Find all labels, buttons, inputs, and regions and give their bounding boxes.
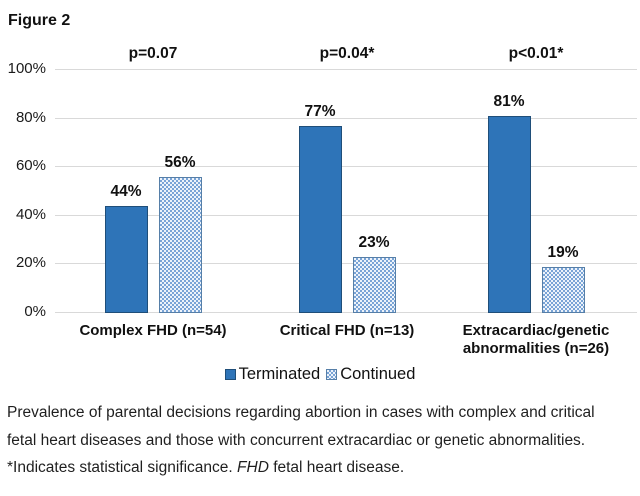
gridline-40 — [55, 214, 637, 216]
gridline-100 — [55, 69, 637, 70]
bar-continued-1 — [158, 176, 202, 313]
bar-value-label: 19% — [547, 243, 579, 261]
bar-continued-3 — [541, 266, 585, 313]
bar-terminated-2 — [298, 125, 342, 313]
bar-value-label: 44% — [110, 183, 142, 201]
bar-value-label: 56% — [164, 153, 196, 171]
legend-item-continued: Continued — [326, 365, 415, 384]
bar-terminated-3 — [487, 116, 531, 313]
caption-line-1: Prevalence of parental decisions regardi… — [7, 404, 595, 421]
gridline-60 — [55, 166, 637, 168]
x-category-label-3: Extracardiac/genetic abnormalities (n=26… — [462, 322, 610, 357]
caption-line-3: *Indicates statistical significance. FHD… — [7, 459, 405, 476]
bar-continued-2 — [352, 257, 396, 313]
gridline-20 — [55, 263, 637, 265]
continued-swatch-icon — [326, 369, 338, 380]
p-value-label-2: p=0.04* — [319, 45, 375, 62]
y-tick-label: 60% — [15, 157, 46, 175]
p-value-label-3: p<0.01* — [508, 45, 564, 62]
caption-line-2: fetal heart diseases and those with conc… — [7, 431, 586, 449]
bar-value-label: 81% — [493, 93, 525, 111]
y-tick-label: 20% — [15, 254, 46, 272]
bar-value-label: 77% — [304, 102, 336, 120]
legend-label-terminated: Terminated — [238, 365, 321, 383]
terminated-swatch-icon — [224, 369, 236, 380]
y-tick-label: 80% — [15, 108, 46, 126]
bar-chart: 0% 20% 40% 60% 80% 100% 44% 56% 77% 23% 81% 19% p=0… — [0, 45, 640, 384]
plot-area: 0% 20% 40% 60% 80% 100% 44% 56% 77% 23% 81% 19% — [0, 61, 640, 319]
bar-value-label: 23% — [358, 234, 390, 252]
p-value-label-1: p=0.07 — [128, 45, 178, 62]
gridline-80 — [55, 117, 637, 119]
bar-terminated-1 — [104, 206, 148, 313]
y-tick-label: 100% — [7, 60, 46, 77]
chart-legend: Terminated Continued — [0, 365, 640, 384]
figure-caption: Prevalence of parental decisions regardi… — [7, 399, 635, 482]
legend-label-continued: Continued — [340, 365, 416, 383]
legend-item-terminated: Terminated — [224, 365, 321, 384]
y-tick-label: 0% — [24, 303, 46, 320]
x-category-label-1: Complex FHD (n=54) — [79, 322, 227, 339]
figure-label: Figure 2 — [8, 12, 71, 29]
y-tick-label: 40% — [15, 205, 46, 223]
gridline-0 — [55, 312, 637, 313]
x-category-label-2: Critical FHD (n=13) — [279, 322, 415, 339]
